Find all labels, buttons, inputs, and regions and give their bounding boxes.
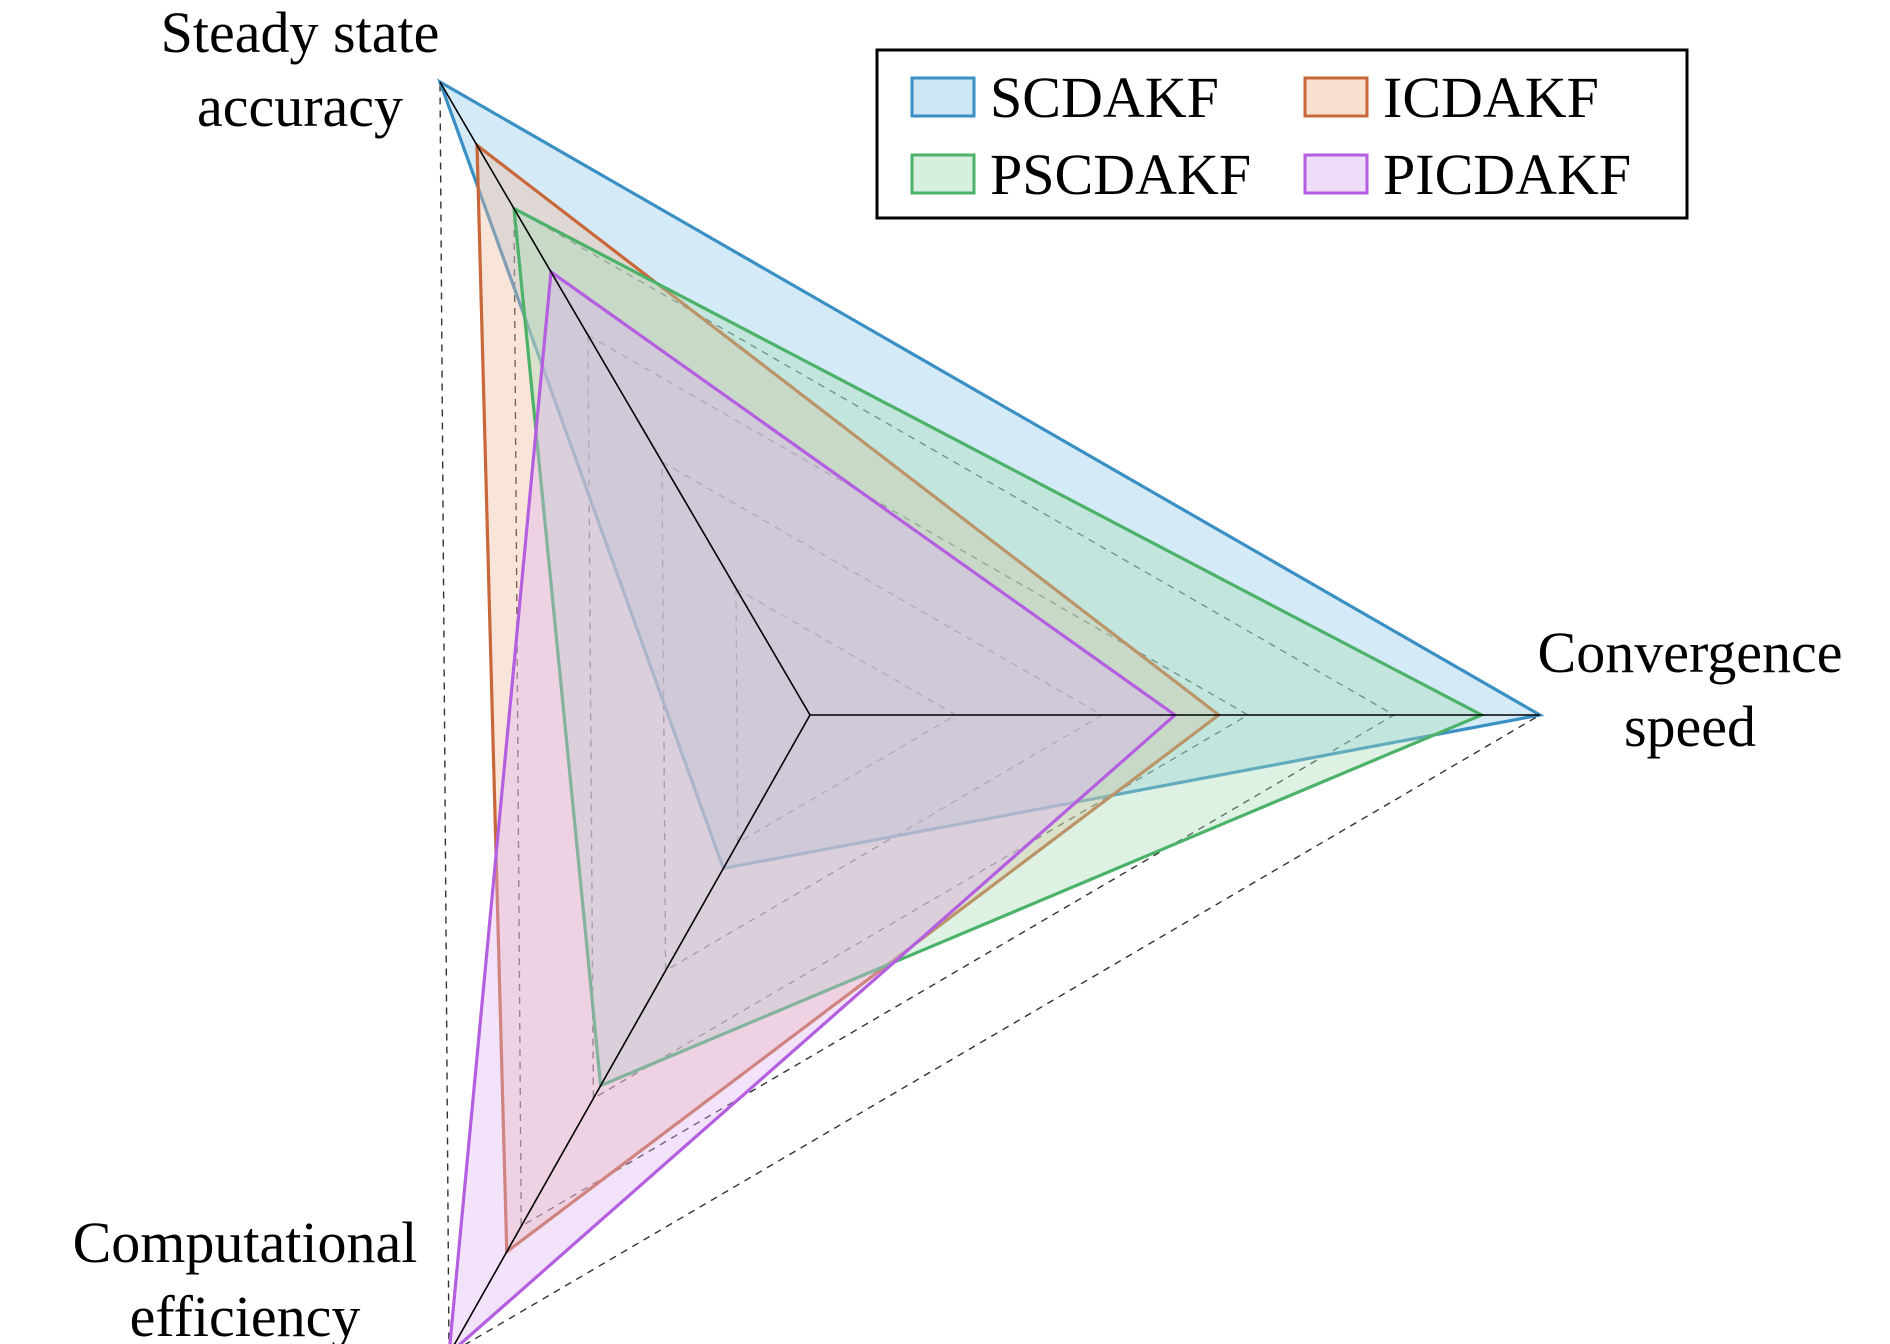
grid-level-2 [661,460,1104,972]
legend-label-icdakf: ICDAKF [1383,65,1599,130]
axis-spoke-accuracy [439,81,811,716]
axis-labels: Steady state accuracy Convergence speed … [73,0,1843,1344]
legend-frame [875,48,1689,220]
series-polygon-picdakf [448,268,1178,1344]
axis-label-accuracy-line1: Steady state [161,0,440,65]
legend-swatch-picdakf [1303,153,1369,195]
legend-swatch-scdakf [910,76,976,118]
legend-swatch-pscdakf [910,153,976,195]
series-layer [437,78,1545,1344]
grid-level-3 [587,333,1250,1100]
legend-label-picdakf: PICDAKF [1383,142,1631,207]
axis-spoke-efficiency [453,714,811,1344]
grid-level-1 [735,587,958,845]
legend-label-pscdakf: PSCDAKF [990,142,1251,207]
grid-level-4 [513,207,1396,1228]
spoke-layer [439,81,1540,1344]
series-polygon-scdakf [437,78,1545,871]
legend-swatch-icdakf [1303,76,1369,118]
axis-label-accuracy-line2: accuracy [197,74,403,139]
series-polygon-pscdakf [512,205,1486,1088]
axis-label-speed-line2: speed [1624,694,1756,759]
axis-label-efficiency-line2: efficiency [130,1284,361,1344]
axis-label-speed-line1: Convergence [1538,620,1843,685]
grid-level-5 [439,80,1542,1344]
legend-label-scdakf: SCDAKF [990,65,1219,130]
axis-label-efficiency-line1: Computational [73,1210,418,1275]
grid-layer [439,80,1542,1344]
legend: SCDAKF ICDAKF PSCDAKF PICDAKF [875,48,1689,220]
